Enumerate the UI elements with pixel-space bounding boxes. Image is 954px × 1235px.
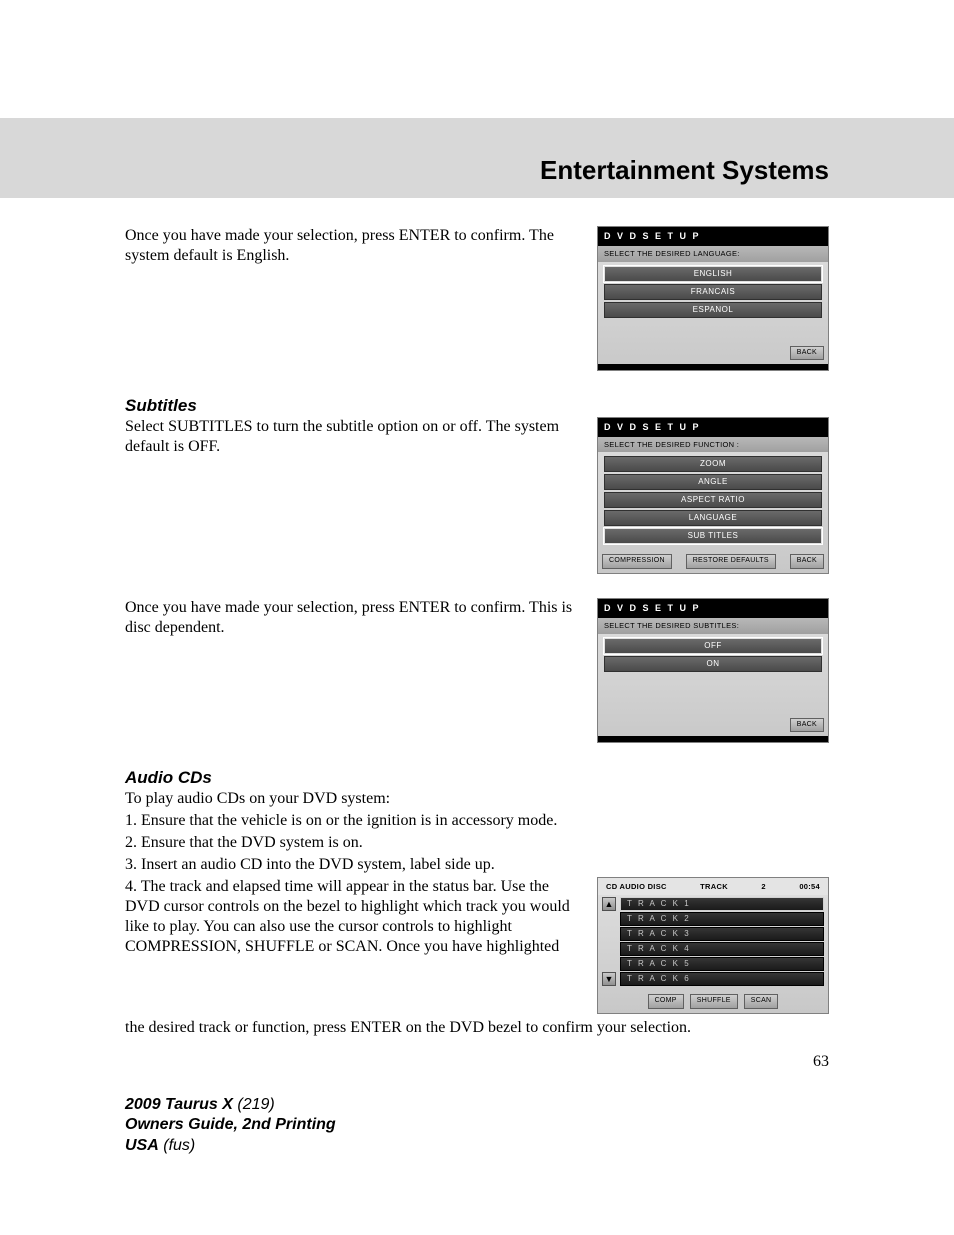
page-number: 63 xyxy=(125,1052,829,1072)
track-1[interactable]: T R A C K 1 xyxy=(620,897,824,911)
option-francais[interactable]: FRANCAIS xyxy=(604,284,822,300)
dvd-setup-subtitles-screen: D V D S E T U P SELECT THE DESIRED SUBTI… xyxy=(597,598,829,743)
option-language[interactable]: LANGUAGE xyxy=(604,510,822,526)
para-language: Once you have made your selection, press… xyxy=(125,226,579,266)
para-subtitles: Select SUBTITLES to turn the subtitle op… xyxy=(125,417,579,457)
para-subtitles-confirm: Once you have made your selection, press… xyxy=(125,598,579,638)
track-list: T R A C K 1 T R A C K 2 T R A C K 3 T R … xyxy=(620,897,824,986)
option-subtitles[interactable]: SUB TITLES xyxy=(604,528,822,544)
dvd-setup-function-screen: D V D S E T U P SELECT THE DESIRED FUNCT… xyxy=(597,417,829,574)
screen-subtitle: SELECT THE DESIRED FUNCTION : xyxy=(598,437,828,452)
option-angle[interactable]: ANGLE xyxy=(604,474,822,490)
option-on[interactable]: ON xyxy=(604,656,822,672)
figure-language: D V D S E T U P SELECT THE DESIRED LANGU… xyxy=(597,226,829,371)
row-step4: 4. The track and elapsed time will appea… xyxy=(125,877,829,1014)
cd-status-time: 00:54 xyxy=(799,882,820,891)
screen-title: D V D S E T U P xyxy=(598,227,828,246)
arrow-up-icon[interactable]: ▲ xyxy=(602,897,616,911)
screen-title: D V D S E T U P xyxy=(598,418,828,437)
row-subtitles-onoff: Once you have made your selection, press… xyxy=(125,598,829,743)
step-3: 3. Insert an audio CD into the DVD syste… xyxy=(125,855,829,875)
row-subtitles: Select SUBTITLES to turn the subtitle op… xyxy=(125,417,829,574)
back-button[interactable]: BACK xyxy=(790,718,824,733)
row-language: Once you have made your selection, press… xyxy=(125,226,829,371)
cd-status-track-label: TRACK xyxy=(700,882,728,891)
shuffle-button[interactable]: SHUFFLE xyxy=(690,994,738,1009)
cd-body: ▲ ▼ T R A C K 1 T R A C K 2 T R A C K 3 … xyxy=(598,895,828,990)
footer-code: (219) xyxy=(237,1096,274,1113)
dvd-setup-language-screen: D V D S E T U P SELECT THE DESIRED LANGU… xyxy=(597,226,829,371)
cd-status-disc: CD AUDIO DISC xyxy=(606,882,667,891)
section-header: Entertainment Systems xyxy=(125,118,829,198)
cd-status-track-num: 2 xyxy=(761,882,765,891)
comp-button[interactable]: COMP xyxy=(648,994,684,1009)
option-espanol[interactable]: ESPANOL xyxy=(604,302,822,318)
step-2: 2. Ensure that the DVD system is on. xyxy=(125,833,829,853)
cd-audio-screen: CD AUDIO DISC TRACK 2 00:54 ▲ ▼ T R A C … xyxy=(597,877,829,1014)
option-off[interactable]: OFF xyxy=(604,638,822,654)
figure-cd: CD AUDIO DISC TRACK 2 00:54 ▲ ▼ T R A C … xyxy=(597,877,829,1014)
arrow-down-icon[interactable]: ▼ xyxy=(602,972,616,986)
screen-subtitle: SELECT THE DESIRED SUBTITLES: xyxy=(598,618,828,633)
cd-arrows: ▲ ▼ xyxy=(602,897,616,986)
option-list: ZOOM ANGLE ASPECT RATIO LANGUAGE SUB TIT… xyxy=(598,452,828,550)
figure-function: D V D S E T U P SELECT THE DESIRED FUNCT… xyxy=(597,417,829,574)
screen-title: D V D S E T U P xyxy=(598,599,828,618)
restore-defaults-button[interactable]: RESTORE DEFAULTS xyxy=(686,554,776,569)
step-4-tail: the desired track or function, press ENT… xyxy=(125,1018,829,1038)
back-button[interactable]: BACK xyxy=(790,346,824,361)
option-aspect-ratio[interactable]: ASPECT RATIO xyxy=(604,492,822,508)
track-2[interactable]: T R A C K 2 xyxy=(620,912,824,926)
screen-footer: BACK xyxy=(598,342,828,365)
screen-subtitle: SELECT THE DESIRED LANGUAGE: xyxy=(598,246,828,261)
screen-footer: COMPRESSION RESTORE DEFAULTS BACK xyxy=(598,550,828,573)
option-english[interactable]: ENGLISH xyxy=(604,266,822,282)
subtitles-heading: Subtitles xyxy=(125,395,829,416)
cd-status-bar: CD AUDIO DISC TRACK 2 00:54 xyxy=(598,878,828,895)
track-3[interactable]: T R A C K 3 xyxy=(620,927,824,941)
step-4-left: 4. The track and elapsed time will appea… xyxy=(125,877,579,957)
footer-fus: (fus) xyxy=(163,1137,195,1154)
compression-button[interactable]: COMPRESSION xyxy=(602,554,672,569)
page-footer: 2009 Taurus X (219) Owners Guide, 2nd Pr… xyxy=(125,1095,336,1157)
track-4[interactable]: T R A C K 4 xyxy=(620,942,824,956)
body: Once you have made your selection, press… xyxy=(125,198,829,1072)
figure-subtitles-onoff: D V D S E T U P SELECT THE DESIRED SUBTI… xyxy=(597,598,829,743)
back-button[interactable]: BACK xyxy=(790,554,824,569)
cd-footer: COMP SHUFFLE SCAN xyxy=(598,990,828,1013)
scan-button[interactable]: SCAN xyxy=(744,994,779,1009)
track-6[interactable]: T R A C K 6 xyxy=(620,972,824,986)
footer-guide: Owners Guide, 2nd Printing xyxy=(125,1115,336,1136)
option-list: ENGLISH FRANCAIS ESPANOL xyxy=(598,262,828,324)
track-5[interactable]: T R A C K 5 xyxy=(620,957,824,971)
page-content: Entertainment Systems Once you have made… xyxy=(125,118,829,1072)
audio-cds-intro: To play audio CDs on your DVD system: xyxy=(125,789,829,809)
section-title: Entertainment Systems xyxy=(540,155,829,186)
step-1: 1. Ensure that the vehicle is on or the … xyxy=(125,811,829,831)
option-list: OFF ON xyxy=(598,634,828,678)
audio-cds-heading: Audio CDs xyxy=(125,767,829,788)
screen-footer: BACK xyxy=(598,714,828,737)
option-zoom[interactable]: ZOOM xyxy=(604,456,822,472)
footer-model: 2009 Taurus X xyxy=(125,1096,233,1113)
footer-region: USA xyxy=(125,1137,159,1154)
